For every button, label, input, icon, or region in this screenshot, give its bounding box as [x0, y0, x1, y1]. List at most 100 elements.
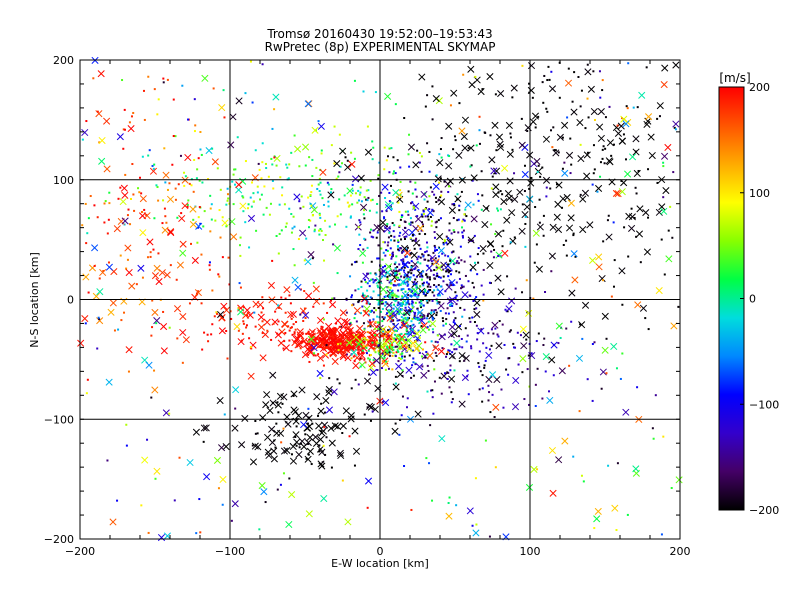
data-point-dot: [384, 295, 387, 298]
data-point-dot: [367, 357, 370, 360]
data-point-cross: [220, 302, 228, 310]
data-point-dot: [476, 253, 479, 256]
data-point-dot: [671, 236, 674, 239]
data-point-dot: [151, 299, 154, 302]
data-point-dot: [310, 346, 313, 349]
data-point-dot: [81, 138, 84, 141]
data-point-dot: [368, 373, 371, 376]
data-point-dot: [284, 331, 287, 334]
data-point-dot: [441, 252, 444, 255]
data-point-cross: [109, 299, 117, 307]
data-point-dot: [418, 151, 421, 154]
data-point-dot: [237, 329, 240, 332]
data-point-dot: [399, 326, 402, 329]
data-point-cross: [570, 108, 578, 116]
data-point-dot: [429, 424, 432, 427]
data-point-dot: [386, 244, 389, 247]
data-point-dot: [480, 170, 483, 173]
data-point-dot: [290, 151, 293, 154]
data-point-dot: [431, 291, 434, 294]
data-point-dot: [366, 295, 369, 298]
data-point-cross: [120, 184, 128, 192]
data-point-dot: [463, 260, 466, 263]
data-point-dot: [397, 295, 400, 298]
data-point-dot: [621, 303, 624, 306]
data-point-dot: [261, 161, 264, 164]
data-point-dot: [403, 226, 406, 229]
data-point-cross: [518, 227, 526, 235]
data-point-dot: [353, 464, 356, 467]
data-point-dot: [489, 411, 492, 414]
data-point-dot: [427, 259, 430, 262]
data-point-dot: [398, 313, 401, 316]
data-point-dot: [377, 286, 380, 289]
data-point-dot: [461, 226, 464, 229]
data-point-cross: [186, 458, 194, 467]
data-point-dot: [632, 106, 635, 109]
data-point-dot: [330, 144, 333, 147]
data-point-dot: [389, 286, 392, 289]
data-point-dot: [406, 326, 409, 329]
data-point-dot: [304, 317, 307, 320]
data-point-cross: [561, 437, 569, 445]
data-point-dot: [674, 128, 677, 131]
data-point-cross: [598, 274, 606, 283]
data-point-dot: [366, 331, 369, 334]
data-point-cross: [610, 342, 618, 351]
data-point-cross: [277, 339, 285, 347]
data-point-dot: [391, 253, 394, 256]
data-point-dot: [578, 410, 581, 413]
data-point-cross: [464, 201, 472, 209]
data-point-dot: [477, 199, 480, 202]
data-point-dot: [354, 289, 357, 292]
data-point-dot: [208, 264, 211, 267]
data-point-dot: [318, 212, 321, 215]
data-point-dot: [455, 281, 458, 284]
data-point-dot: [424, 251, 427, 254]
data-point-dot: [360, 200, 363, 203]
data-point-dot: [372, 318, 375, 321]
data-point-dot: [226, 187, 229, 190]
data-point-dot: [557, 342, 560, 345]
data-point-dot: [354, 261, 357, 264]
data-point-dot: [411, 290, 414, 293]
data-point-dot: [377, 303, 380, 306]
data-point-cross: [262, 401, 270, 409]
data-point-dot: [265, 206, 268, 209]
data-point-cross: [595, 253, 603, 261]
data-point-dot: [422, 212, 425, 215]
data-point-dot: [254, 149, 257, 152]
data-point-dot: [424, 215, 427, 218]
data-point-cross: [222, 442, 230, 451]
data-point-dot: [398, 225, 401, 228]
data-point-dot: [557, 151, 560, 154]
data-point-dot: [435, 226, 438, 229]
data-point-dot: [102, 269, 105, 272]
data-point-cross: [628, 224, 636, 232]
data-point-dot: [572, 232, 575, 235]
data-point-dot: [116, 499, 119, 502]
data-point-dot: [488, 535, 491, 538]
data-point-dot: [413, 316, 416, 319]
data-point-dot: [427, 320, 430, 323]
data-point-dot: [673, 126, 676, 129]
data-point-dot: [480, 284, 483, 287]
data-point-dot: [400, 414, 403, 417]
data-point-dot: [438, 294, 441, 297]
data-point-dot: [418, 232, 421, 235]
data-point-dot: [398, 319, 401, 322]
data-point-dot: [352, 347, 355, 350]
data-point-cross: [587, 85, 595, 93]
data-point-dot: [603, 162, 606, 165]
data-point-dot: [339, 165, 342, 168]
data-point-dot: [313, 230, 316, 233]
data-point-dot: [128, 121, 131, 124]
data-point-dot: [362, 350, 365, 353]
data-point-dot: [387, 353, 390, 356]
data-point-cross: [511, 195, 519, 203]
data-point-dot: [310, 184, 313, 187]
data-point-dot: [365, 297, 368, 300]
data-point-dot: [295, 444, 298, 447]
data-point-cross: [579, 195, 587, 203]
data-point-dot: [366, 282, 369, 285]
